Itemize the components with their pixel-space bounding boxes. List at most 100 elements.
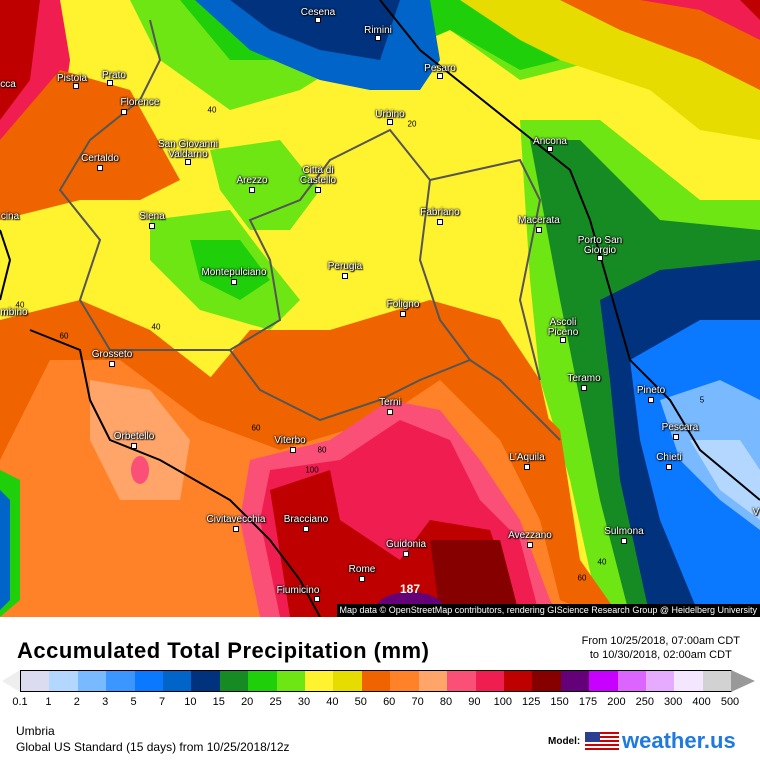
scale-tick-label: 70 xyxy=(411,696,424,708)
city-marker xyxy=(73,83,79,89)
city-marker xyxy=(387,119,393,125)
color-swatch xyxy=(674,671,703,691)
scale-tick-label: 0.1 xyxy=(12,696,28,708)
scale-tick-label: 400 xyxy=(692,696,711,708)
city-label: Ascoli Piceno xyxy=(547,317,579,338)
scale-tick-label: 175 xyxy=(578,696,598,708)
city-marker xyxy=(621,538,627,544)
scale-tick-label: 60 xyxy=(383,696,396,708)
city-marker xyxy=(437,219,443,225)
contour-label: 40 xyxy=(597,557,607,567)
model-label: Model: xyxy=(548,736,581,747)
scale-tick-label: 50 xyxy=(354,696,367,708)
color-swatch xyxy=(390,671,419,691)
city-label: mbino xyxy=(0,307,28,318)
city-label: Sulmona xyxy=(604,526,644,537)
city-marker xyxy=(524,464,530,470)
scale-tick-label: 90 xyxy=(468,696,481,708)
legend-arrow-left xyxy=(2,670,20,692)
city-label: Fabriano xyxy=(420,207,460,218)
city-label: Chieti xyxy=(656,452,682,463)
scale-tick-label: 7 xyxy=(158,696,166,708)
city-label: Siena xyxy=(139,211,165,222)
color-swatch xyxy=(617,671,646,691)
city-label: Montepulciano xyxy=(201,267,267,278)
color-scale-bar xyxy=(20,670,732,692)
city-marker xyxy=(547,146,553,152)
city-label: cina xyxy=(0,211,20,222)
city-label: Pistoia xyxy=(56,73,88,84)
city-label: Cesena xyxy=(300,7,336,18)
city-label: Certaldo xyxy=(81,153,119,164)
city-marker xyxy=(375,35,381,41)
city-marker xyxy=(403,551,409,557)
city-label: Grosseto xyxy=(91,349,133,360)
scale-tick-label: 125 xyxy=(522,696,541,708)
color-swatch xyxy=(645,671,675,691)
city-label: Fiumicino xyxy=(276,585,320,596)
region-name: Umbria xyxy=(16,724,55,738)
contour-label: 100 xyxy=(305,465,319,475)
city-marker xyxy=(527,542,533,548)
color-swatch xyxy=(361,671,391,691)
color-swatch xyxy=(219,671,249,691)
map-attribution: Map data © OpenStreetMap contributors, r… xyxy=(336,604,760,617)
city-marker xyxy=(131,443,137,449)
max-value-label: 187 xyxy=(399,582,421,596)
brand-logo[interactable]: weather.us xyxy=(622,728,736,753)
scale-tick-label: 40 xyxy=(326,696,339,708)
scale-tick-label: 150 xyxy=(550,696,569,708)
color-swatch xyxy=(475,671,504,691)
scale-tick-label: 20 xyxy=(241,696,254,708)
color-swatch xyxy=(248,671,277,691)
scale-tick-label: 1 xyxy=(45,696,52,708)
color-swatch xyxy=(77,671,107,691)
precipitation-map[interactable]: Cesena Rimini Pesaro Pistoia Prato Flore… xyxy=(0,0,760,617)
contour-label: 60 xyxy=(251,423,261,433)
color-swatch xyxy=(21,671,50,691)
city-marker xyxy=(597,255,603,261)
city-marker xyxy=(231,279,237,285)
city-label: Pesaro xyxy=(424,63,456,74)
contour-label: 60 xyxy=(59,331,69,341)
color-swatch xyxy=(276,671,306,691)
city-marker xyxy=(666,464,672,470)
legend-title: Accumulated Total Precipitation (mm) xyxy=(17,638,430,663)
city-label: L'Aquila xyxy=(509,452,545,463)
city-label: Terni xyxy=(379,397,401,408)
city-marker xyxy=(400,311,406,317)
color-swatch xyxy=(106,671,135,691)
city-label: Civitavecchia xyxy=(206,514,266,525)
city-label: Pescara xyxy=(661,422,699,433)
city-label: Urbino xyxy=(375,109,405,120)
city-label: cca xyxy=(0,79,16,90)
color-swatch xyxy=(532,671,561,691)
city-label: Arezzo xyxy=(236,175,268,186)
city-label: Porto San Giorgio xyxy=(577,235,623,256)
city-label: Ancona xyxy=(533,136,567,147)
color-swatch xyxy=(49,671,78,691)
period-from: From 10/25/2018, 07:00am CDT xyxy=(581,635,740,647)
color-swatch xyxy=(305,671,334,691)
contour-label: 60 xyxy=(577,573,587,583)
city-label: Avezzano xyxy=(508,530,552,541)
city-marker xyxy=(97,165,103,171)
scale-tick-label: 2 xyxy=(73,696,80,708)
city-label: Florence xyxy=(120,97,160,108)
city-marker xyxy=(314,596,320,602)
city-label: San Giovanni Valdarno xyxy=(157,139,219,160)
city-label: Perugia xyxy=(327,261,363,272)
scale-tick-label: 25 xyxy=(269,696,282,708)
city-marker xyxy=(342,273,348,279)
city-marker xyxy=(303,526,309,532)
city-marker xyxy=(121,109,127,115)
scale-tick-label: 5 xyxy=(130,696,137,708)
city-label: Teramo xyxy=(567,373,601,384)
city-label: Bracciano xyxy=(283,514,329,525)
city-marker xyxy=(315,187,321,193)
scale-tick-label: 10 xyxy=(184,696,197,708)
scale-tick-label: 100 xyxy=(493,696,512,708)
city-marker xyxy=(560,337,566,343)
scale-tick-label: 3 xyxy=(102,696,109,708)
color-swatch xyxy=(702,671,732,691)
